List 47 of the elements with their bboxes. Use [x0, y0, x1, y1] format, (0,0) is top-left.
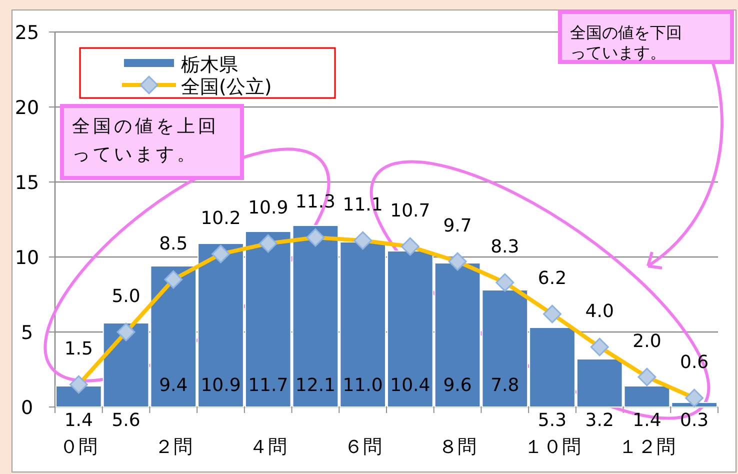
data-label: 8.5 — [159, 234, 188, 254]
data-label: 2.0 — [632, 331, 662, 352]
data-label: 10.9 — [248, 198, 288, 218]
data-label: 11.3 — [295, 192, 336, 212]
data-label: 0.6 — [680, 352, 709, 373]
data-label: 9.4 — [159, 375, 188, 396]
legend-label: 栃木県 — [181, 54, 238, 76]
data-label: 11.0 — [342, 375, 383, 396]
data-label: 1.4 — [632, 410, 662, 431]
legend-label: 全国(公立) — [181, 76, 272, 98]
y-tick-label: 25 — [14, 22, 40, 44]
x-tick-label: ０問 — [60, 436, 98, 458]
data-label: 1.4 — [64, 410, 93, 431]
data-label: 10.4 — [390, 375, 430, 396]
x-tick-label: １２問 — [618, 436, 676, 458]
annotation: 全国の値を上回っています。 — [72, 116, 219, 165]
data-label: 8.3 — [490, 236, 520, 258]
y-tick-label: 15 — [14, 172, 40, 194]
annotation: 全国の値を上回っています。 — [60, 104, 244, 180]
data-label: 10.7 — [390, 200, 430, 222]
y-tick-label: 10 — [14, 247, 40, 269]
data-label: 9.7 — [443, 216, 472, 236]
data-label: 9.6 — [443, 375, 472, 396]
data-label: 0.3 — [680, 410, 709, 431]
data-label: 1.5 — [64, 338, 93, 360]
data-label: 3.2 — [585, 410, 614, 431]
data-label: 5.0 — [112, 286, 140, 307]
data-label: 10.9 — [200, 375, 241, 396]
annotation: 全国の値を下回っています。 — [570, 23, 682, 62]
data-label: 5.3 — [538, 410, 567, 431]
y-tick-label: 5 — [20, 322, 34, 344]
data-label: 11.7 — [248, 375, 288, 396]
data-label: 12.1 — [295, 375, 336, 396]
x-tick-label: ２問 — [154, 436, 192, 458]
y-tick-label: 0 — [20, 397, 34, 419]
x-tick-label: １０問 — [524, 436, 581, 458]
data-label: 6.2 — [538, 268, 567, 289]
annotation: 全国の値を下回っています。 — [558, 10, 734, 64]
x-tick-label: ６問 — [344, 436, 382, 458]
x-tick-label: ４問 — [249, 436, 288, 458]
data-label: 11.1 — [342, 194, 383, 216]
y-tick-label: 20 — [14, 97, 40, 119]
data-label: 4.0 — [585, 301, 614, 322]
data-label: 10.2 — [200, 208, 241, 229]
data-label: 5.6 — [112, 410, 140, 431]
data-label: 7.8 — [490, 375, 520, 396]
x-tick-label: ８問 — [438, 436, 477, 458]
